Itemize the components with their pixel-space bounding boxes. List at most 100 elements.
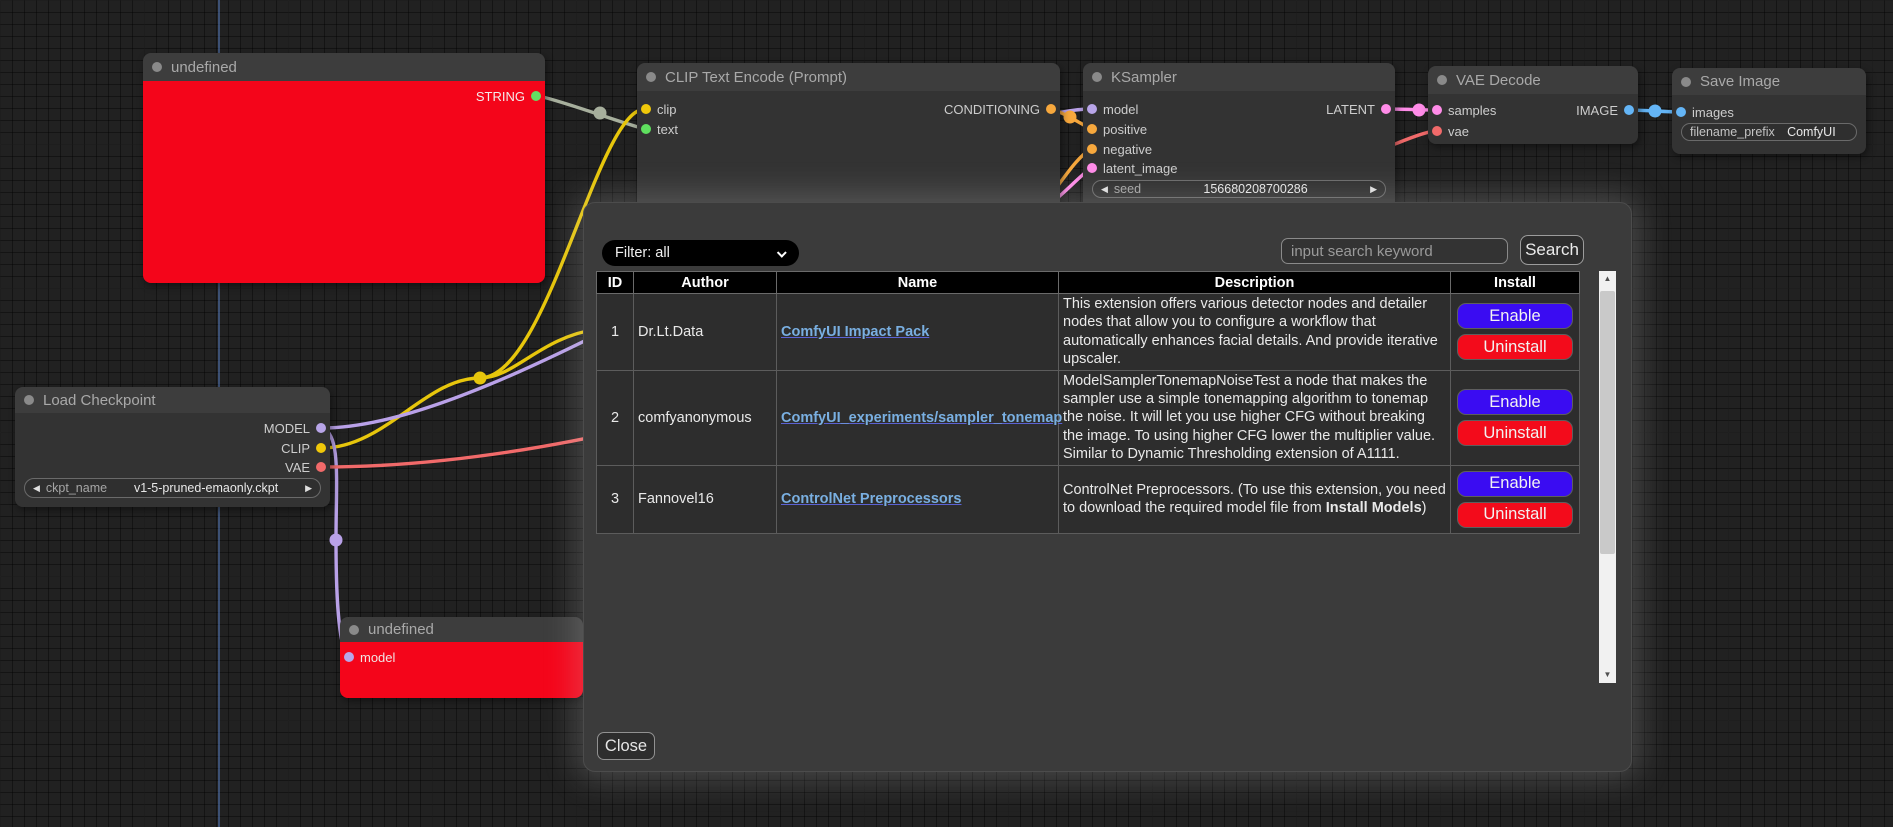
decrement-arrow-icon[interactable]: ◀ bbox=[1101, 183, 1108, 194]
scroll-down-icon[interactable]: ▼ bbox=[1599, 667, 1616, 683]
output-slot-MODEL[interactable]: MODEL bbox=[264, 420, 326, 436]
output-slot-dot[interactable] bbox=[316, 462, 326, 472]
input-slot-dot[interactable] bbox=[1087, 124, 1097, 134]
node-title-bar[interactable]: Load Checkpoint bbox=[15, 387, 330, 413]
output-slot-CONDITIONING[interactable]: CONDITIONING bbox=[944, 101, 1056, 117]
close-button[interactable]: Close bbox=[597, 732, 655, 760]
filter-dropdown[interactable]: Filter: all bbox=[602, 240, 799, 266]
output-slot-dot[interactable] bbox=[1381, 104, 1391, 114]
graph-node-undefined-bottom[interactable]: undefined model bbox=[340, 617, 583, 698]
input-slot-dot[interactable] bbox=[1432, 105, 1442, 115]
input-slot-dot[interactable] bbox=[344, 652, 354, 662]
scrollbar-thumb[interactable] bbox=[1600, 291, 1615, 554]
search-button[interactable]: Search bbox=[1520, 235, 1584, 265]
node-title-label: Load Checkpoint bbox=[43, 391, 156, 409]
output-slot-dot[interactable] bbox=[531, 91, 541, 101]
graph-node-load-checkpoint[interactable]: Load Checkpoint MODEL CLIP VAE ◀ ckpt_nam… bbox=[15, 387, 330, 507]
slot-label: model bbox=[360, 649, 396, 665]
slot-label: text bbox=[657, 121, 678, 137]
cell-description: This extension offers various detector n… bbox=[1058, 293, 1451, 371]
node-collapse-icon[interactable] bbox=[349, 624, 359, 635]
graph-node-clip-text-encode[interactable]: CLIP Text Encode (Prompt) clip text COND… bbox=[637, 63, 1060, 213]
link-reroute-dot[interactable] bbox=[1063, 110, 1077, 124]
node-title-bar[interactable]: KSampler bbox=[1083, 63, 1395, 91]
output-slot-dot[interactable] bbox=[316, 423, 326, 433]
uninstall-button[interactable]: Uninstall bbox=[1457, 334, 1573, 361]
ckpt_name-widget[interactable]: ◀ ckpt_name v1-5-pruned-emaonly.ckpt ▶ bbox=[24, 478, 321, 498]
output-slot-dot[interactable] bbox=[1046, 104, 1056, 114]
output-slot-CLIP[interactable]: CLIP bbox=[281, 440, 326, 456]
filename_prefix-widget[interactable]: filename_prefix ComfyUI bbox=[1681, 123, 1857, 141]
input-slot-dot[interactable] bbox=[641, 104, 651, 114]
node-body bbox=[143, 81, 545, 283]
input-slot-images[interactable]: images bbox=[1676, 104, 1734, 120]
link-reroute-dot[interactable] bbox=[473, 371, 487, 385]
link-reroute-dot[interactable] bbox=[329, 533, 343, 547]
output-slot-VAE[interactable]: VAE bbox=[285, 459, 326, 475]
graph-node-ksampler[interactable]: KSampler model positive negative latent_… bbox=[1083, 63, 1395, 211]
input-slot-latent_image[interactable]: latent_image bbox=[1087, 160, 1177, 176]
graph-node-undefined-top[interactable]: undefined STRING bbox=[143, 53, 545, 283]
graph-node-save-image[interactable]: Save Image images filename_prefix ComfyUI bbox=[1672, 68, 1866, 154]
node-collapse-icon[interactable] bbox=[152, 62, 162, 72]
input-slot-negative[interactable]: negative bbox=[1087, 141, 1152, 157]
extension-link[interactable]: ComfyUI_experiments/sampler_tonemap bbox=[781, 409, 1063, 426]
extension-manager-dialog: Filter: all Search IDAuthorNameDescripti… bbox=[583, 202, 1632, 772]
cell-install: Enable Uninstall bbox=[1450, 464, 1580, 534]
link-reroute-dot[interactable] bbox=[1648, 104, 1662, 118]
extension-link[interactable]: ControlNet Preprocessors bbox=[781, 491, 962, 508]
enable-button[interactable]: Enable bbox=[1457, 470, 1573, 497]
input-slot-samples[interactable]: samples bbox=[1432, 102, 1496, 118]
input-slot-model[interactable]: model bbox=[1087, 101, 1138, 117]
uninstall-button[interactable]: Uninstall bbox=[1457, 501, 1573, 528]
node-collapse-icon[interactable] bbox=[1092, 72, 1102, 82]
enable-button[interactable]: Enable bbox=[1457, 303, 1573, 330]
table-row: 2 comfyanonymous ComfyUI_experiments/sam… bbox=[596, 369, 1580, 466]
chevron-down-icon bbox=[776, 247, 787, 258]
cell-id: 2 bbox=[596, 369, 634, 466]
input-slot-text[interactable]: text bbox=[641, 121, 678, 137]
link-reroute-dot[interactable] bbox=[1412, 103, 1426, 117]
input-slot-dot[interactable] bbox=[1087, 104, 1097, 114]
node-title-bar[interactable]: CLIP Text Encode (Prompt) bbox=[637, 63, 1060, 91]
graph-node-vae-decode[interactable]: VAE Decode samples vae IMAGE bbox=[1428, 66, 1638, 144]
increment-arrow-icon[interactable]: ▶ bbox=[305, 482, 312, 493]
input-slot-positive[interactable]: positive bbox=[1087, 121, 1147, 137]
uninstall-button[interactable]: Uninstall bbox=[1457, 420, 1573, 447]
cell-id: 1 bbox=[596, 293, 634, 371]
input-slot-dot[interactable] bbox=[1087, 163, 1097, 173]
input-slot-dot[interactable] bbox=[641, 124, 651, 134]
node-title-bar[interactable]: Save Image bbox=[1672, 68, 1866, 95]
input-slot-model[interactable]: model bbox=[344, 649, 395, 665]
node-collapse-icon[interactable] bbox=[646, 72, 656, 82]
input-slot-dot[interactable] bbox=[1087, 144, 1097, 154]
input-slot-vae[interactable]: vae bbox=[1432, 123, 1469, 139]
input-slot-dot[interactable] bbox=[1676, 107, 1686, 117]
increment-arrow-icon[interactable]: ▶ bbox=[1370, 183, 1377, 194]
extension-link[interactable]: ComfyUI Impact Pack bbox=[781, 323, 930, 340]
output-slot-dot[interactable] bbox=[1624, 105, 1634, 115]
output-slot-IMAGE[interactable]: IMAGE bbox=[1576, 102, 1634, 118]
scroll-up-icon[interactable]: ▲ bbox=[1599, 271, 1616, 287]
cell-name: ControlNet Preprocessors bbox=[776, 464, 1059, 534]
output-slot-STRING[interactable]: STRING bbox=[476, 88, 541, 104]
node-title-bar[interactable]: VAE Decode bbox=[1428, 66, 1638, 94]
seed-widget[interactable]: ◀ seed 156680208700286 ▶ bbox=[1092, 180, 1386, 198]
link-reroute-dot[interactable] bbox=[593, 106, 607, 120]
node-collapse-icon[interactable] bbox=[1681, 76, 1691, 87]
node-collapse-icon[interactable] bbox=[24, 395, 34, 405]
slot-label: MODEL bbox=[263, 420, 310, 436]
enable-button[interactable]: Enable bbox=[1457, 389, 1573, 416]
output-slot-LATENT[interactable]: LATENT bbox=[1326, 101, 1391, 117]
slot-label: STRING bbox=[475, 88, 525, 104]
input-slot-clip[interactable]: clip bbox=[641, 101, 677, 117]
node-collapse-icon[interactable] bbox=[1437, 75, 1447, 85]
node-title-bar[interactable]: undefined bbox=[340, 617, 583, 642]
input-slot-dot[interactable] bbox=[1432, 126, 1442, 136]
output-slot-dot[interactable] bbox=[316, 443, 326, 453]
decrement-arrow-icon[interactable]: ◀ bbox=[33, 482, 40, 493]
node-title-bar[interactable]: undefined bbox=[143, 53, 545, 81]
table-scrollbar[interactable]: ▲ ▼ bbox=[1599, 271, 1616, 683]
search-input[interactable] bbox=[1281, 238, 1508, 264]
